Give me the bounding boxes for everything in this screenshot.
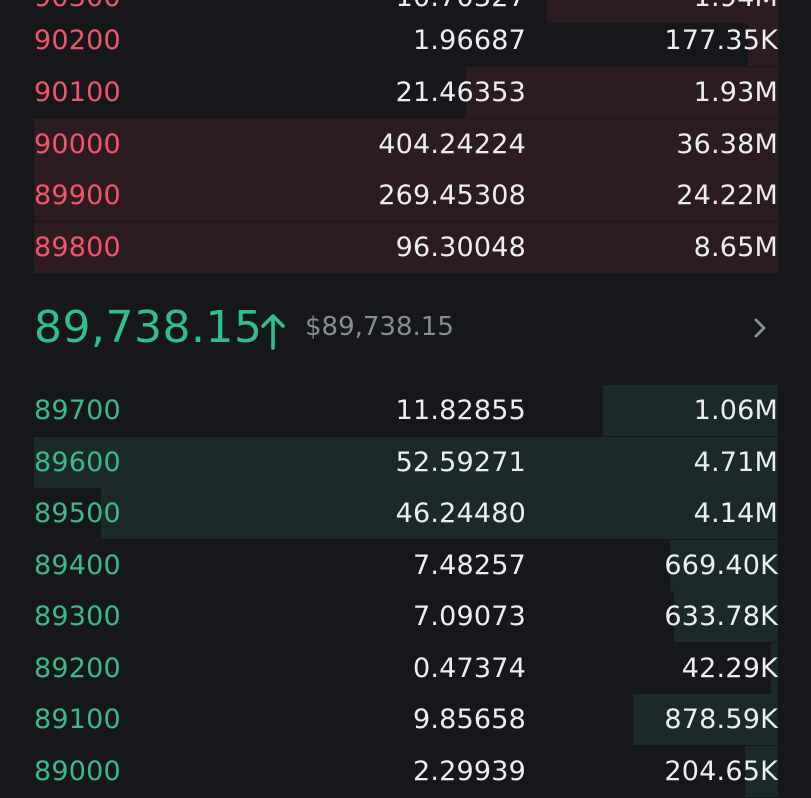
ask-row[interactable]: 90000 404.24224 36.38M [34, 119, 778, 170]
depth-bar [34, 437, 778, 488]
bid-amount: 46.24480 [395, 498, 526, 529]
bid-total: 633.78K [664, 601, 778, 632]
bid-total: 669.40K [664, 550, 778, 581]
depth-bar [670, 540, 778, 591]
bid-price: 89300 [34, 601, 121, 632]
bid-amount: 7.09073 [412, 601, 526, 632]
ask-price: 90000 [34, 129, 121, 160]
bid-price: 89700 [34, 395, 121, 426]
bid-total: 1.06M [693, 395, 778, 426]
bid-price: 89400 [34, 550, 121, 581]
last-price-usd: $89,738.15 [305, 312, 454, 342]
chevron-right-icon[interactable] [752, 316, 768, 340]
ask-price: 90100 [34, 77, 121, 108]
ask-amount: 1.96687 [412, 25, 526, 56]
bid-row[interactable]: 89200 0.47374 42.29K [34, 643, 778, 694]
bid-total: 42.29K [681, 653, 778, 684]
ask-total: 177.35K [664, 25, 778, 56]
bid-row[interactable]: 89300 7.09073 633.78K [34, 591, 778, 642]
ask-amount: 404.24224 [378, 129, 526, 160]
bid-price: 89600 [34, 447, 121, 478]
ask-total: 24.22M [676, 180, 778, 211]
ask-total: 36.38M [676, 129, 778, 160]
last-price: 89,738.15 [34, 302, 263, 353]
bid-row[interactable]: 89000 2.29939 204.65K [34, 746, 778, 797]
arrow-up-icon [261, 314, 285, 350]
ask-price: 90300 [34, 0, 121, 23]
bid-row[interactable]: 89400 7.48257 669.40K [34, 540, 778, 591]
last-price-row[interactable]: 89,738.15 $89,738.15 [34, 300, 778, 362]
bid-row[interactable]: 89600 52.59271 4.71M [34, 437, 778, 488]
bid-amount: 52.59271 [395, 447, 526, 478]
bid-amount: 2.29939 [412, 756, 526, 787]
depth-bar [465, 67, 778, 118]
depth-bar [34, 170, 778, 221]
ask-row[interactable]: 89800 96.30048 8.65M [34, 222, 778, 273]
bid-amount: 0.47374 [412, 653, 526, 684]
depth-bar [673, 591, 778, 642]
ask-row[interactable]: 90100 21.46353 1.93M [34, 67, 778, 118]
depth-bar [100, 488, 778, 539]
bid-row[interactable]: 89100 9.85658 878.59K [34, 694, 778, 745]
bid-price: 89500 [34, 498, 121, 529]
bid-amount: 9.85658 [412, 704, 526, 735]
bid-price: 89200 [34, 653, 121, 684]
bid-total: 4.14M [693, 498, 778, 529]
bid-total: 4.71M [693, 447, 778, 478]
ask-price: 90200 [34, 25, 121, 56]
ask-row[interactable]: 90200 1.96687 177.35K [34, 15, 778, 66]
ask-total: 8.65M [693, 232, 778, 263]
bid-row[interactable]: 89500 46.24480 4.14M [34, 488, 778, 539]
ask-total: 1.94M [694, 0, 778, 23]
bid-price: 89100 [34, 704, 121, 735]
bid-amount: 11.82855 [395, 395, 526, 426]
depth-bar [34, 222, 778, 273]
ask-row[interactable]: 89900 269.45308 24.22M [34, 170, 778, 221]
bid-row[interactable]: 89700 11.82855 1.06M [34, 385, 778, 436]
ask-amount: 10.70327 [396, 0, 526, 23]
bid-price: 89000 [34, 756, 121, 787]
ask-row[interactable]: 90300 10.70327 1.94M [34, 0, 778, 23]
depth-bar [748, 15, 778, 66]
depth-bar [744, 746, 778, 797]
ask-amount: 96.30048 [395, 232, 526, 263]
ask-amount: 269.45308 [378, 180, 526, 211]
depth-bar [34, 119, 778, 170]
depth-bar [603, 385, 778, 436]
ask-amount: 21.46353 [395, 77, 526, 108]
bid-total: 204.65K [664, 756, 778, 787]
bid-amount: 7.48257 [412, 550, 526, 581]
ask-price: 89900 [34, 180, 121, 211]
bid-total: 878.59K [664, 704, 778, 735]
depth-bar [632, 694, 778, 745]
depth-bar [547, 0, 778, 23]
ask-total: 1.93M [693, 77, 778, 108]
depth-bar [770, 643, 778, 694]
ask-price: 89800 [34, 232, 121, 263]
